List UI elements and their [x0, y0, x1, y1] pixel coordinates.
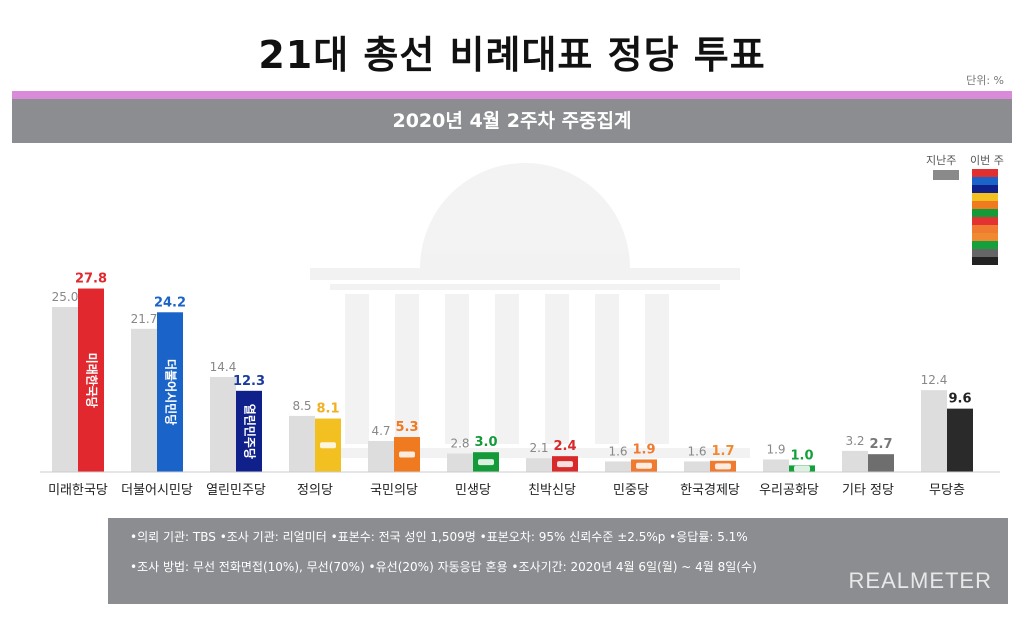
legend-prev-label: 지난주 [926, 154, 957, 167]
prev-bar-0 [52, 307, 78, 472]
legend-swatch-6 [972, 217, 998, 225]
curr-value-label-6: 2.4 [553, 439, 576, 454]
prev-bar-2 [210, 376, 236, 472]
bar-logo-mark-5 [478, 459, 494, 466]
bar-logo-mark-9 [794, 465, 810, 472]
prev-value-label-4: 4.7 [371, 424, 390, 438]
footer-line-2: •조사 방법: 무선 전화면접(10%), 무선(70%) •유선(20%) 자… [130, 560, 757, 574]
prev-bar-8 [684, 461, 710, 472]
prev-bar-4 [368, 440, 394, 472]
legend-curr-swatches [972, 169, 998, 265]
category-label-8: 한국경제당 [680, 483, 740, 498]
unit-label: 단위: % [966, 74, 1004, 87]
legend-swatch-1 [972, 177, 998, 185]
bar-logo-text-0: 미래한국당 [85, 353, 100, 408]
category-label-10: 기타 정당 [842, 483, 894, 498]
curr-bar-2 [236, 390, 262, 472]
survey-info-footer: •의뢰 기관: TBS •조사 기관: 리얼미터 •표본수: 전국 성인 1,5… [108, 518, 1008, 604]
curr-bar-0 [78, 288, 104, 472]
legend-swatch-10 [972, 249, 998, 257]
prev-bar-5 [447, 453, 473, 472]
bar-logo-mark-7 [636, 462, 652, 469]
bar-logo-mark-4 [399, 451, 415, 458]
prev-bar-11 [921, 390, 947, 472]
legend-swatch-8 [972, 233, 998, 241]
curr-value-label-2: 12.3 [233, 374, 265, 389]
bars-layer: 25.027.8미래한국당미래한국당21.724.2더불어시민당더불어시민당14… [48, 272, 973, 498]
category-label-6: 친박신당 [528, 483, 576, 498]
prev-value-label-10: 3.2 [845, 434, 864, 448]
prev-bar-7 [605, 461, 631, 472]
curr-value-label-10: 2.7 [869, 437, 892, 452]
prev-value-label-2: 14.4 [210, 360, 237, 374]
curr-value-label-5: 3.0 [474, 435, 497, 450]
legend-prev-swatch [933, 170, 959, 180]
legend-swatch-0 [972, 169, 998, 177]
prev-value-label-9: 1.9 [766, 442, 785, 456]
prev-value-label-11: 12.4 [921, 373, 948, 387]
curr-value-label-11: 9.6 [948, 392, 971, 407]
legend-curr-label: 이번 주 [970, 154, 1004, 167]
bar-logo-mark-3 [320, 442, 336, 449]
legend-swatch-7 [972, 225, 998, 233]
prev-bar-9 [763, 459, 789, 472]
category-label-4: 국민의당 [370, 483, 418, 498]
bar-logo-mark-8 [715, 463, 731, 470]
realmeter-logo: REALMETER [848, 568, 992, 593]
curr-bar-1 [157, 312, 183, 472]
survey-period-banner: 2020년 4월 2주차 주중집계 [12, 99, 1012, 143]
prev-bar-6 [526, 458, 552, 472]
prev-bar-3 [289, 415, 315, 472]
bar-logo-text-1: 더불어시민당 [164, 359, 179, 425]
category-label-2: 열린민주당 [206, 483, 266, 498]
footer-line-1: •의뢰 기관: TBS •조사 기관: 리얼미터 •표본수: 전국 성인 1,5… [130, 530, 748, 544]
watermark-building [300, 163, 750, 458]
legend-swatch-4 [972, 201, 998, 209]
prev-bar-1 [131, 328, 157, 472]
curr-value-label-9: 1.0 [790, 448, 813, 463]
prev-value-label-3: 8.5 [292, 399, 311, 413]
prev-value-label-0: 25.0 [52, 290, 79, 304]
legend-swatch-2 [972, 185, 998, 193]
curr-value-label-8: 1.7 [711, 444, 734, 459]
prev-value-label-6: 2.1 [529, 441, 548, 455]
curr-bar-11 [947, 408, 973, 472]
bar-logo-text-2: 열린민주당 [243, 404, 258, 459]
curr-value-label-0: 27.8 [75, 272, 107, 287]
category-label-5: 민생당 [455, 483, 491, 498]
curr-bar-10 [868, 454, 894, 472]
prev-value-label-1: 21.7 [131, 312, 158, 326]
category-label-3: 정의당 [297, 483, 333, 498]
accent-stripe [12, 91, 1012, 99]
category-label-11: 무당층 [929, 483, 965, 498]
bar-chart: 25.027.8미래한국당미래한국당21.724.2더불어시민당더불어시민당14… [40, 163, 1000, 498]
curr-value-label-7: 1.9 [632, 442, 655, 457]
category-label-1: 더불어시민당 [121, 483, 193, 498]
legend-swatch-9 [972, 241, 998, 249]
category-label-7: 민중당 [613, 483, 649, 498]
curr-value-label-1: 24.2 [154, 295, 186, 310]
legend-swatch-5 [972, 209, 998, 217]
curr-value-label-3: 8.1 [316, 402, 339, 417]
prev-bar-10 [842, 450, 868, 472]
bar-logo-mark-6 [557, 461, 573, 468]
category-label-9: 우리공화당 [759, 483, 819, 498]
prev-value-label-5: 2.8 [450, 437, 469, 451]
prev-value-label-8: 1.6 [687, 444, 706, 458]
curr-value-label-4: 5.3 [395, 420, 418, 435]
legend-swatch-11 [972, 257, 998, 265]
legend-swatch-3 [972, 193, 998, 201]
prev-value-label-7: 1.6 [608, 444, 627, 458]
category-label-0: 미래한국당 [48, 483, 108, 498]
chart-title: 21대 총선 비례대표 정당 투표 [258, 33, 766, 77]
